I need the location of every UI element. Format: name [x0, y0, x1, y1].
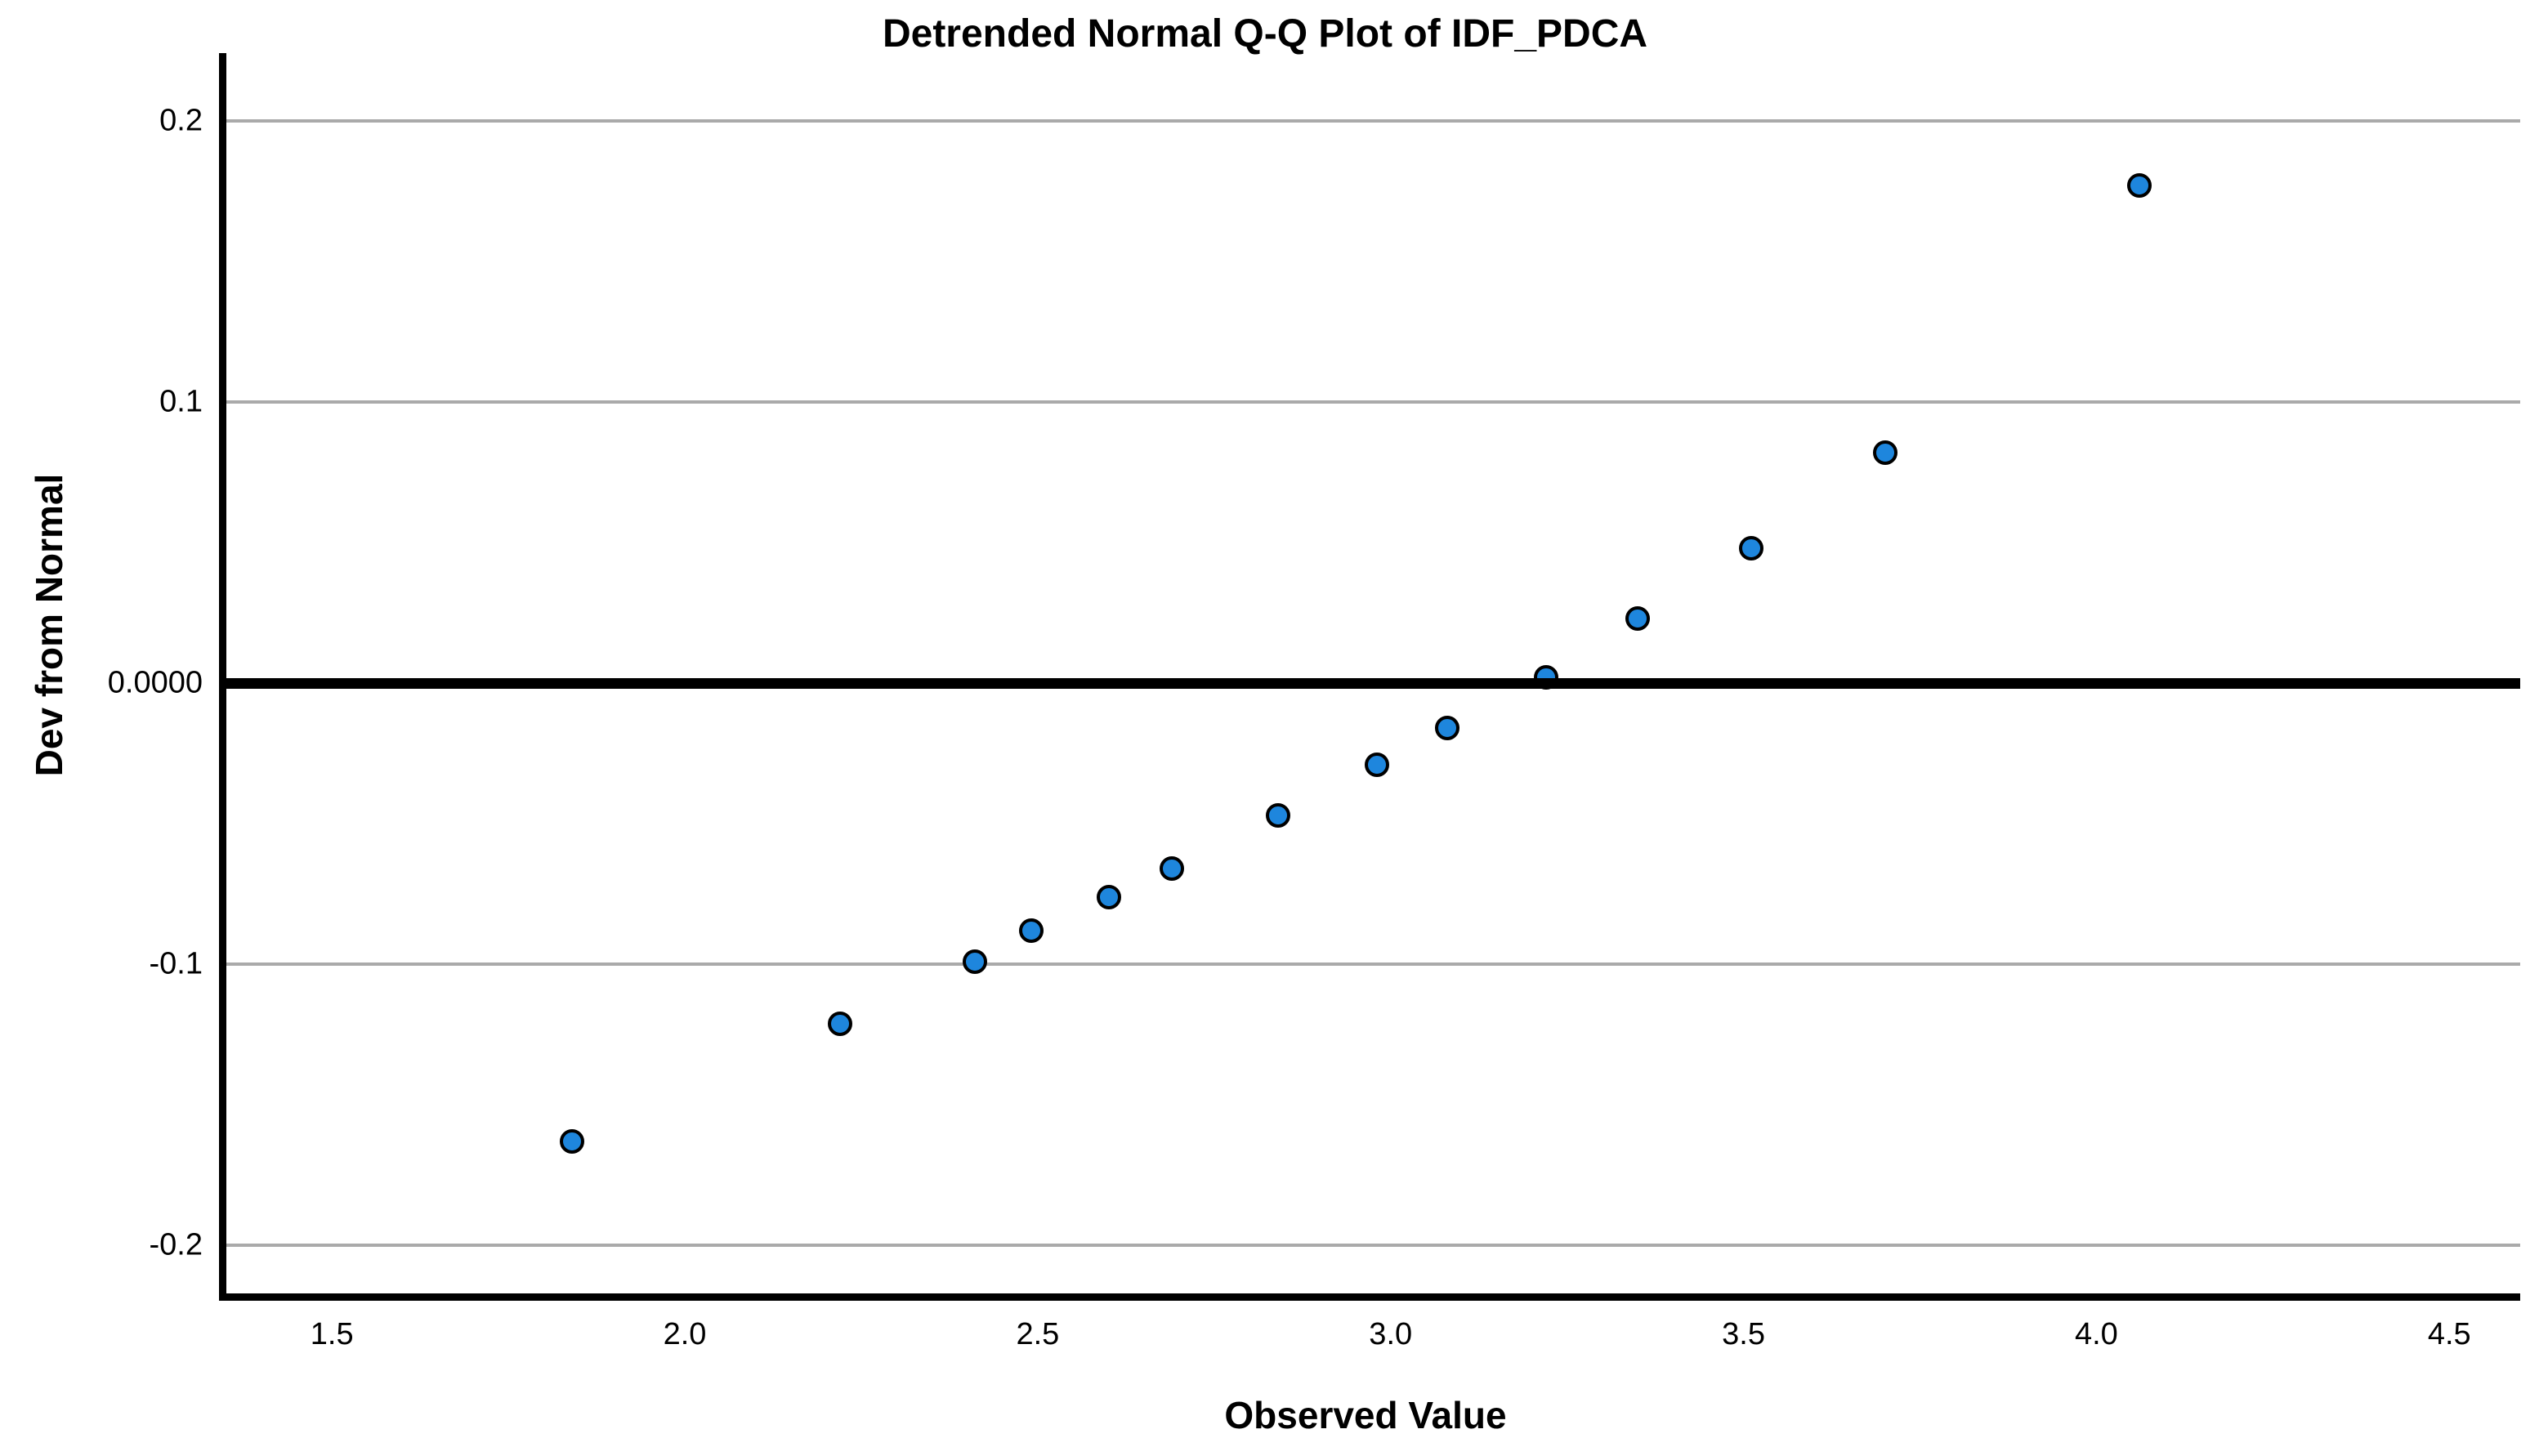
y-tick-label--0.1: -0.1 — [149, 946, 203, 981]
x-tick-label-3.0: 3.0 — [1369, 1317, 1413, 1351]
y-tick-label--0.2: -0.2 — [149, 1227, 203, 1262]
x-axis-title: Observed Value — [1224, 1394, 1507, 1436]
gridline-y-0.2 — [226, 118, 2520, 123]
data-point-IDF_PDCA-1 — [828, 1011, 853, 1036]
data-point-IDF_PDCA-7 — [1364, 752, 1389, 777]
x-tick-label-2.0: 2.0 — [663, 1317, 707, 1351]
data-point-IDF_PDCA-11 — [1738, 535, 1763, 561]
y-tick-label-0.1: 0.1 — [159, 384, 203, 419]
data-point-IDF_PDCA-13 — [2126, 172, 2152, 198]
plot-area — [219, 53, 2520, 1301]
data-point-IDF_PDCA-4 — [1096, 884, 1121, 909]
data-point-IDF_PDCA-6 — [1265, 802, 1290, 828]
chart-title: Detrended Normal Q-Q Plot of IDF_PDCA — [882, 12, 1648, 56]
data-point-IDF_PDCA-3 — [1018, 918, 1044, 943]
gridline-y-0.1 — [226, 400, 2520, 404]
data-point-IDF_PDCA-12 — [1872, 440, 1898, 465]
data-point-IDF_PDCA-0 — [560, 1129, 585, 1155]
x-tick-label-4.5: 4.5 — [2427, 1317, 2471, 1351]
zero-reference-line — [226, 678, 2520, 690]
data-point-IDF_PDCA-8 — [1435, 716, 1460, 741]
data-point-IDF_PDCA-5 — [1160, 856, 1185, 882]
x-tick-label-2.5: 2.5 — [1016, 1317, 1060, 1351]
gridline-y--0.1 — [226, 962, 2520, 967]
data-point-IDF_PDCA-10 — [1625, 605, 1651, 631]
y-tick-label-0.2: 0.2 — [159, 103, 203, 138]
gridline-y--0.2 — [226, 1244, 2520, 1248]
data-point-IDF_PDCA-2 — [962, 949, 987, 974]
x-tick-label-3.5: 3.5 — [1722, 1317, 1765, 1351]
x-tick-label-4.0: 4.0 — [2074, 1317, 2118, 1351]
y-tick-label-0.0000: 0.0000 — [107, 665, 203, 700]
x-tick-label-1.5: 1.5 — [310, 1317, 354, 1351]
y-axis-title: Dev from Normal — [28, 473, 70, 777]
